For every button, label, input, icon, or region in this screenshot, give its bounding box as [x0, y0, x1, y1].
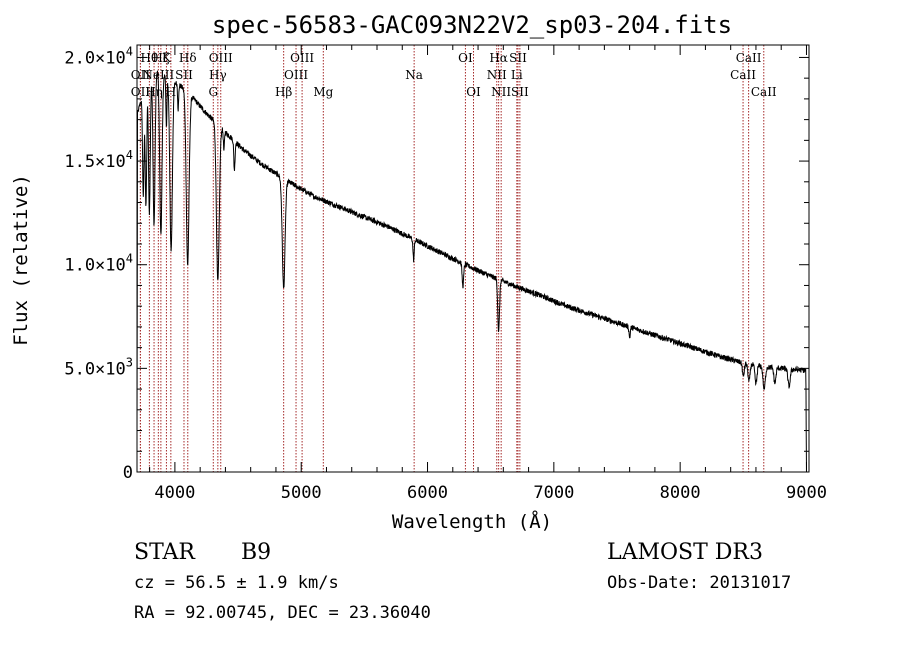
x-axis-ticks: 4000 5000 6000 7000 8000 9000	[149, 45, 827, 503]
marker-label-17: Na	[405, 68, 423, 82]
x-tick-label-1: 5000	[281, 483, 322, 503]
x-tick-label-0: 4000	[154, 483, 195, 503]
chart-title: spec-56583-GAC093N22V2_sp03-204.fits	[212, 11, 732, 39]
marker-label-26: CaII	[730, 68, 756, 82]
y-axis-label: Flux (relative)	[10, 174, 32, 346]
marker-label-4: NeIII	[142, 68, 174, 82]
x-tick-label-3: 7000	[533, 483, 574, 503]
spectral-subclass: B9	[241, 540, 272, 565]
marker-label-24: SII	[509, 51, 527, 65]
observation-date: Obs-Date: 20131017	[607, 573, 792, 593]
y-tick-label-3: 1.5×104	[64, 148, 133, 172]
sky-coordinates: RA = 92.00745, DEC = 23.36040	[134, 603, 431, 623]
y-tick-label-0: 0	[123, 463, 133, 483]
marker-label-16: Mg	[313, 85, 333, 99]
marker-label-18: OI	[458, 51, 473, 65]
marker-label-9: Hδ	[179, 51, 197, 65]
marker-label-22: NII	[491, 85, 511, 99]
marker-label-21: Hα	[489, 51, 508, 65]
marker-label-15: OIII	[290, 51, 314, 65]
marker-label-8: SII	[175, 68, 193, 82]
marker-label-13: Hβ	[275, 85, 292, 99]
y-tick-label-1: 5.0×103	[64, 355, 133, 379]
y-tick-label-4: 2.0×104	[64, 44, 133, 68]
x-tick-label-4: 8000	[660, 483, 701, 503]
marker-label-28: CaII	[751, 85, 777, 99]
marker-label-23: Li	[511, 68, 523, 82]
y-tick-label-2: 1.0×104	[64, 252, 133, 276]
x-axis-label: Wavelength (Å)	[392, 510, 552, 533]
marker-label-19: OI	[466, 85, 481, 99]
marker-label-27: CaII	[736, 51, 762, 65]
plot-frame	[136, 44, 810, 473]
x-tick-label-2: 6000	[407, 483, 448, 503]
marker-label-10: G	[208, 85, 218, 99]
marker-label-14: OIII	[284, 68, 308, 82]
y-axis-ticks: 0 5.0×103 1.0×104 1.5×104 2.0×104	[64, 44, 809, 483]
marker-label-5: Hζ	[152, 51, 169, 65]
marker-label-3: Hη	[145, 85, 163, 99]
survey-name: LAMOST DR3	[607, 540, 763, 565]
marker-label-25: SII	[511, 85, 529, 99]
marker-label-2: Hθ	[141, 51, 159, 65]
marker-label-1: OII	[131, 85, 151, 99]
line-marker-labels: OII OII Hθ Hη NeIII HζK H SII Hδ G Hγ OIII Hβ OIII OII…	[131, 51, 777, 99]
marker-label-0: OII	[131, 68, 151, 82]
x-tick-label-5: 9000	[786, 483, 827, 503]
marker-label-20: NII	[487, 68, 507, 82]
marker-label-7: H	[166, 85, 176, 99]
marker-label-6: K	[162, 51, 172, 65]
object-class: STAR	[134, 540, 195, 565]
spectrum-line	[136, 70, 807, 473]
marker-label-11: Hγ	[209, 68, 227, 82]
marker-label-12: OIII	[209, 51, 233, 65]
redshift-value: cz = 56.5 ± 1.9 km/s	[134, 573, 339, 593]
